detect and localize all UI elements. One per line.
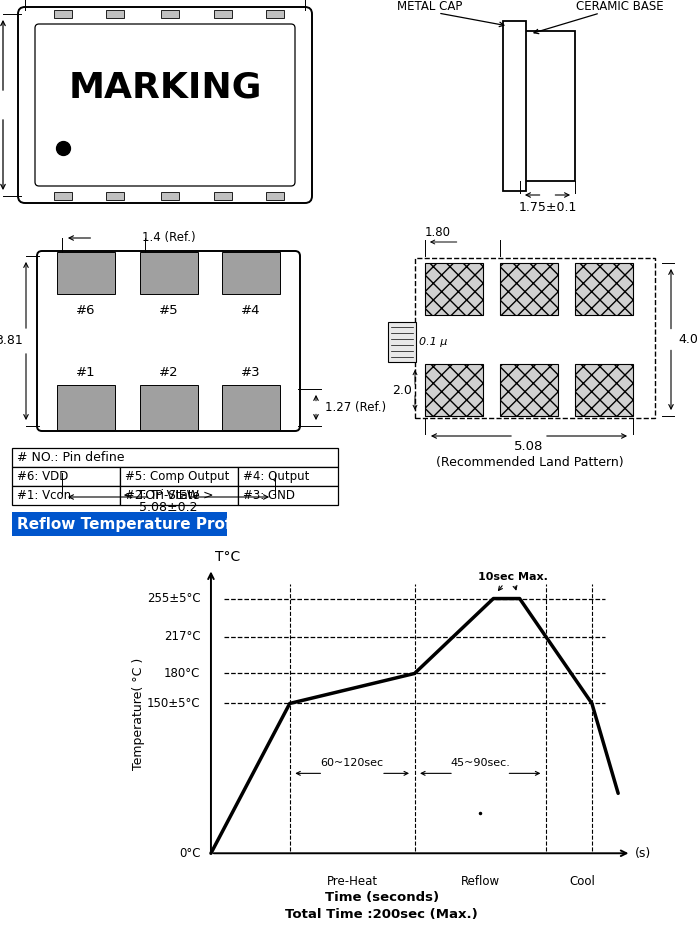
Bar [415,258,655,418]
Bar [500,364,558,416]
Bar [425,263,483,315]
Text: #3: #3 [241,366,261,379]
Text: #2: Tri-State: #2: Tri-State [125,489,200,502]
Text: #2: #2 [159,366,178,379]
Text: # NO.: Pin define: # NO.: Pin define [17,451,125,464]
FancyBboxPatch shape [18,7,312,203]
Bar [12,467,120,486]
Bar [120,467,238,486]
Bar [161,192,179,200]
Bar [12,486,120,505]
Bar [161,10,179,18]
Bar [54,10,72,18]
Text: #1: Vcon: #1: Vcon [17,489,71,502]
Text: (s): (s) [635,846,652,859]
Text: Pre-Heat: Pre-Heat [327,875,378,888]
Text: #5: #5 [159,304,178,317]
Bar [54,192,72,200]
Text: 0.1 μ: 0.1 μ [419,337,447,347]
Text: Cool: Cool [569,875,595,888]
Text: 5.08±0.2: 5.08±0.2 [139,501,197,514]
Text: 3.81: 3.81 [0,334,23,347]
Text: 5.08: 5.08 [514,440,544,453]
Bar [503,21,526,191]
Text: 60~120sec: 60~120sec [321,758,384,769]
Bar [575,263,633,315]
Text: #5: Comp Output: #5: Comp Output [125,470,230,483]
Text: Total Time :200sec (Max.): Total Time :200sec (Max.) [286,908,478,921]
Bar [238,486,338,505]
Bar [106,10,124,18]
Bar [120,486,238,505]
Text: #1: #1 [76,366,96,379]
Bar [12,448,338,467]
Text: 180°C: 180°C [164,667,200,680]
Text: 217°C: 217°C [164,630,200,643]
Bar [238,467,338,486]
Bar [520,31,575,181]
Text: 4.0: 4.0 [678,333,698,346]
Text: 150±5°C: 150±5°C [147,697,200,710]
Bar [222,252,280,294]
Text: 1.75±0.1: 1.75±0.1 [518,201,577,214]
Bar [425,364,483,416]
Text: Time (seconds): Time (seconds) [325,891,439,904]
Text: Reflow Temperature Profile:: Reflow Temperature Profile: [17,517,258,532]
Bar [12,512,227,536]
Text: 1.4 (Ref.): 1.4 (Ref.) [141,232,195,244]
Bar [139,252,197,294]
Text: #6: #6 [76,304,96,317]
Text: METAL CAP: METAL CAP [398,0,463,13]
Text: 10sec Max.: 10sec Max. [478,571,548,582]
Text: < TOP VIEW >: < TOP VIEW > [123,489,214,502]
Text: 0°C: 0°C [179,846,200,859]
Bar [57,252,115,294]
Bar [500,263,558,315]
Text: 1.27 (Ref.): 1.27 (Ref.) [325,401,386,414]
Bar [266,192,284,200]
Bar [575,364,633,416]
Bar [266,10,284,18]
Text: #3: GND: #3: GND [243,489,295,502]
Bar [214,10,232,18]
Text: 255±5°C: 255±5°C [147,592,200,605]
Bar [388,322,416,362]
Bar [214,192,232,200]
Text: #6: VDD: #6: VDD [17,470,69,483]
Text: Temperature( °C ): Temperature( °C ) [132,657,145,770]
Text: 2.0: 2.0 [392,383,412,396]
Bar [106,192,124,200]
Text: (Recommended Land Pattern): (Recommended Land Pattern) [436,456,624,469]
FancyBboxPatch shape [37,251,300,431]
Text: 1.80: 1.80 [425,226,451,239]
Bar [139,385,197,430]
Text: CERAMIC BASE: CERAMIC BASE [576,0,664,13]
Text: #4: Qutput: #4: Qutput [243,470,309,483]
Bar [222,385,280,430]
Text: MARKING: MARKING [69,70,262,104]
FancyBboxPatch shape [35,24,295,186]
Text: 45~90sec.: 45~90sec. [450,758,510,769]
Text: Reflow: Reflow [461,875,500,888]
Bar [57,385,115,430]
Text: T°C: T°C [215,550,240,564]
Text: #4: #4 [241,304,260,317]
